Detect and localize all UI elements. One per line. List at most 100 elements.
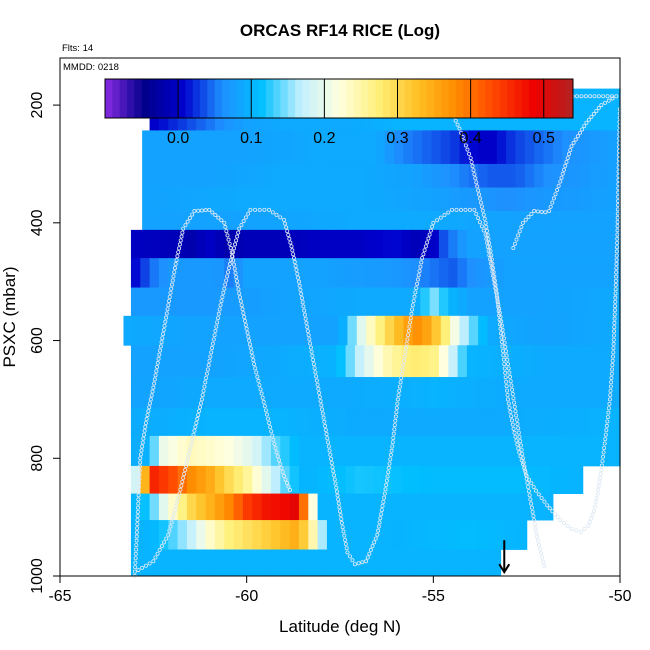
- heatmap-cell: [384, 315, 395, 346]
- heatmap-cell: [186, 377, 197, 409]
- track-point: [477, 196, 482, 201]
- heatmap-cell: [252, 493, 263, 521]
- track-point: [488, 249, 493, 254]
- track-point: [238, 295, 243, 300]
- heatmap-cell: [373, 435, 384, 467]
- track-point: [430, 224, 435, 229]
- track-point: [210, 341, 215, 346]
- track-point: [578, 529, 583, 534]
- track-point: [302, 312, 307, 317]
- heatmap-cell: [270, 549, 281, 577]
- heatmap-cell: [429, 465, 440, 494]
- heatmap-cell: [578, 345, 589, 378]
- heatmap-cell: [216, 130, 227, 165]
- heatmap-cell: [552, 187, 563, 212]
- heatmap-cell: [410, 345, 421, 378]
- heatmap-cell: [448, 258, 459, 288]
- track-point: [509, 383, 514, 388]
- track-point: [483, 220, 488, 225]
- heatmap-cell: [375, 163, 386, 188]
- heatmap-cell: [571, 187, 582, 212]
- track-point: [167, 528, 172, 533]
- heatmap-cell: [130, 258, 141, 288]
- heatmap-cell: [254, 130, 265, 165]
- track-point: [323, 423, 328, 428]
- heatmap-cell: [130, 549, 141, 577]
- heatmap-cell: [466, 377, 477, 409]
- track-point: [499, 335, 504, 340]
- track-point: [399, 371, 404, 376]
- heatmap-cell: [597, 377, 608, 409]
- track-point: [513, 409, 518, 414]
- heatmap-cell: [326, 465, 337, 494]
- track-point: [613, 287, 618, 292]
- track-point: [612, 320, 617, 325]
- track-point: [514, 237, 519, 242]
- heatmap-cell: [326, 377, 337, 409]
- heatmap-cell: [280, 493, 291, 521]
- heatmap-cell: [608, 211, 619, 231]
- track-point: [137, 464, 142, 469]
- heatmap-cell: [420, 287, 431, 317]
- track-point: [498, 326, 503, 331]
- heatmap-cell: [468, 130, 479, 165]
- track-point: [503, 344, 508, 349]
- heatmap-cell: [170, 187, 181, 212]
- track-point: [370, 544, 375, 549]
- track-point: [468, 156, 473, 161]
- track-point: [252, 362, 257, 367]
- heatmap-cell: [522, 408, 533, 437]
- heatmap-cell: [541, 465, 552, 494]
- track-point: [226, 266, 231, 271]
- heatmap-cell: [354, 435, 365, 467]
- heatmap-cell: [616, 435, 621, 467]
- track-point: [378, 516, 383, 521]
- heatmap-cell: [196, 258, 207, 288]
- track-point: [284, 225, 289, 230]
- track-point: [213, 213, 218, 218]
- track-point: [617, 128, 622, 133]
- heatmap-cell: [394, 187, 405, 212]
- heatmap-cell: [410, 287, 421, 317]
- track-point: [507, 370, 512, 375]
- track-point: [602, 441, 607, 446]
- heatmap-cell: [177, 258, 188, 288]
- track-point: [614, 274, 619, 279]
- heatmap-cell: [438, 408, 449, 437]
- track-point: [332, 473, 337, 478]
- heatmap-cell: [328, 163, 339, 188]
- track-point: [286, 484, 291, 489]
- track-point: [187, 448, 192, 453]
- track-point: [278, 462, 283, 467]
- heatmap-cell: [494, 435, 505, 467]
- heatmap-cell: [207, 211, 218, 231]
- heatmap-cell: [170, 315, 181, 346]
- track-point: [467, 207, 472, 212]
- heatmap-cell: [410, 258, 421, 288]
- track-point: [222, 220, 227, 225]
- track-point: [605, 415, 610, 420]
- heatmap-cell: [224, 435, 235, 467]
- colorbar-segment: [105, 79, 113, 118]
- heatmap-cell: [438, 549, 449, 577]
- track-point: [614, 257, 619, 262]
- track-point: [192, 428, 197, 433]
- colorbar-segment: [536, 79, 545, 118]
- track-point: [413, 290, 418, 295]
- heatmap-cell: [588, 377, 599, 409]
- heatmap-cell: [242, 465, 253, 494]
- track-point: [490, 261, 495, 266]
- track-point: [384, 478, 389, 483]
- track-point: [224, 278, 229, 283]
- track-point: [152, 381, 157, 386]
- heatmap-cell: [140, 287, 151, 317]
- track-point: [479, 204, 484, 209]
- heatmap-cell: [224, 549, 235, 577]
- track-point: [175, 499, 180, 504]
- heatmap-cell: [608, 315, 619, 346]
- track-point: [511, 396, 516, 401]
- heatmap-cell: [403, 211, 414, 231]
- track-point: [501, 336, 506, 341]
- track-point: [312, 366, 317, 371]
- track-point: [139, 448, 144, 453]
